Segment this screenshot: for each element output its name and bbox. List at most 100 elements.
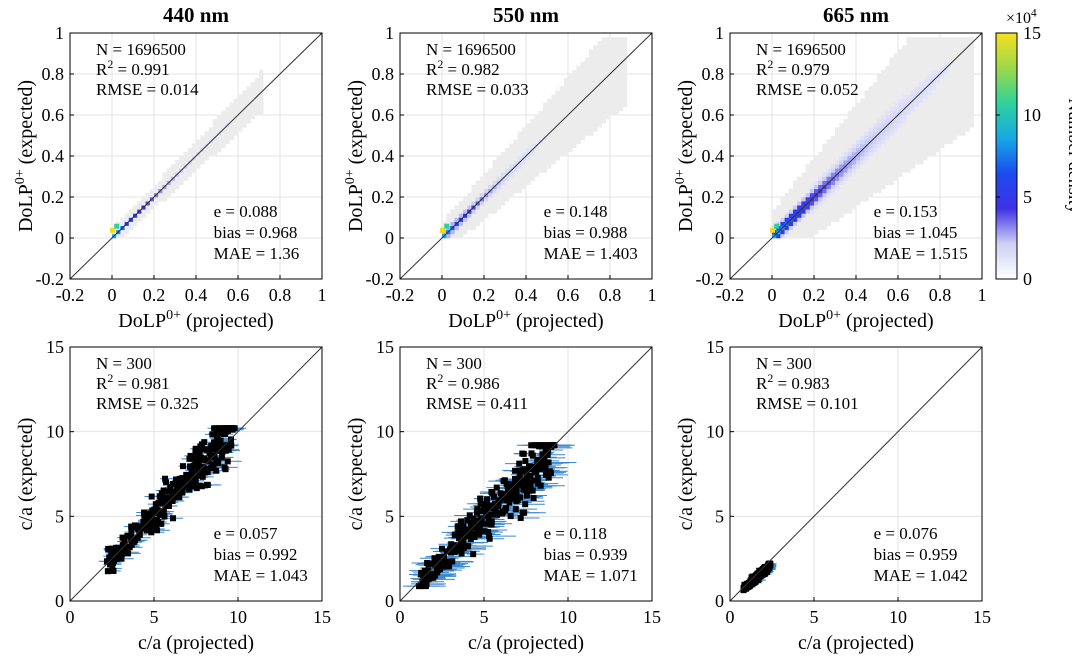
density-cell (805, 225, 811, 231)
density-cell (818, 164, 823, 169)
density-cell (906, 41, 911, 46)
density-cell (605, 65, 611, 71)
density-cell (818, 172, 823, 177)
stat-top: R2 = 0.981 (96, 371, 170, 393)
density-cell (521, 172, 527, 177)
density-cell (797, 188, 802, 194)
density-cell (597, 57, 602, 62)
density-cell (935, 53, 941, 58)
tick-label-x: 0.2 (473, 285, 496, 305)
density-cell (906, 127, 911, 132)
data-point (522, 457, 529, 464)
density-cell (797, 217, 802, 222)
tick-label-x: 0 (768, 285, 777, 305)
density-cell (877, 147, 882, 153)
density-cell (124, 217, 130, 222)
density-cell (124, 225, 130, 231)
density-cell (839, 209, 844, 214)
density-cell (898, 139, 903, 144)
density-cell (935, 90, 941, 95)
density-cell (830, 205, 836, 210)
density-cell (500, 172, 506, 177)
axes-box (729, 346, 983, 602)
density-cell (818, 225, 823, 231)
density-cell (948, 53, 953, 58)
density-cell (610, 57, 615, 62)
density-cell (877, 127, 882, 132)
plot-area (70, 347, 322, 601)
density-cell (847, 164, 853, 169)
data-point (501, 477, 508, 484)
density-cell (877, 102, 882, 108)
density-cell (517, 131, 523, 136)
density-cell (885, 151, 890, 157)
density-cell (898, 82, 903, 87)
density-cell (530, 139, 535, 144)
data-point (218, 454, 225, 461)
density-cell (847, 110, 853, 116)
density-cell (910, 90, 916, 95)
data-point (134, 534, 141, 541)
density-cell (818, 221, 823, 226)
density-cell (944, 139, 949, 144)
density-cell (597, 53, 602, 58)
data-point (516, 460, 523, 467)
density-cell (572, 110, 577, 116)
density-cell (814, 197, 819, 202)
density-cell (952, 78, 958, 83)
density-cell (233, 123, 239, 128)
density-cell (505, 147, 510, 153)
density-cell (509, 180, 514, 185)
stat-top: RMSE = 0.411 (426, 394, 528, 413)
density-cell (259, 94, 264, 99)
density-cell (847, 188, 853, 194)
data-point (538, 442, 545, 449)
data-point (531, 463, 538, 470)
density-cell (914, 61, 920, 67)
density-cell (568, 86, 573, 91)
density-cell (589, 110, 594, 116)
density-cell (496, 168, 502, 173)
density-cell (877, 119, 882, 124)
density-cell (910, 86, 916, 91)
density-cell (158, 197, 163, 202)
density-cell (835, 201, 840, 206)
density-cell (923, 102, 928, 108)
density-cell (809, 164, 815, 169)
density-cell (902, 156, 907, 161)
density-cell (952, 102, 958, 108)
density-cell (589, 102, 594, 108)
density-cell (885, 69, 890, 75)
density-cell (120, 233, 125, 239)
density-cell (471, 209, 476, 214)
density-cell (940, 57, 945, 62)
data-point (458, 550, 465, 557)
density-cell (902, 102, 907, 108)
density-cell (622, 45, 628, 50)
density-cell (572, 123, 577, 128)
density-cell (542, 106, 548, 112)
density-cell (183, 160, 188, 165)
density-cell (563, 110, 569, 116)
density-cell (597, 65, 602, 71)
density-cell (969, 86, 974, 91)
density-cell (805, 188, 811, 194)
density-cell (530, 135, 535, 140)
density-cell (517, 164, 523, 169)
data-point (213, 445, 220, 452)
density-cell (551, 135, 556, 140)
density-cell (902, 78, 907, 83)
stat-bottom: MAE = 1.515 (874, 244, 968, 263)
density-cell (881, 176, 886, 181)
density-cell (898, 49, 903, 54)
density-cell (597, 115, 602, 120)
tick-label-y: 0 (385, 591, 394, 611)
density-cell (860, 110, 865, 116)
data-point (485, 513, 492, 520)
density-cell (814, 213, 819, 218)
density-cell (818, 209, 823, 214)
data-point (183, 483, 190, 490)
density-cell (576, 110, 581, 116)
stat-top: N = 300 (96, 354, 152, 373)
